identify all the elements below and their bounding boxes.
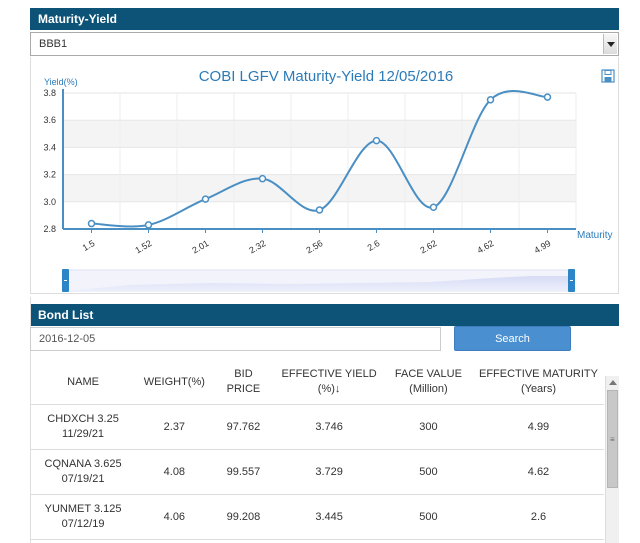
chevron-down-icon[interactable] (603, 34, 617, 54)
x-tick-label: 2.62 (418, 238, 438, 255)
x-tick-label: 2.6 (366, 238, 382, 253)
x-tick-label: 1.5 (81, 238, 97, 253)
x-tick-label: 2.56 (304, 238, 324, 255)
bond-table: NAME WEIGHT(%) BID PRICE EFFECTIVE YIELD… (30, 360, 604, 540)
data-point (372, 136, 381, 145)
chart-container: COBI LGFV Maturity-Yield 12/05/2016 Yiel… (30, 57, 619, 294)
data-point (201, 195, 210, 203)
data-point (543, 93, 552, 101)
y-tick-label: 3.4 (43, 142, 56, 152)
data-point (258, 174, 267, 183)
table-header-row: NAME WEIGHT(%) BID PRICE EFFECTIVE YIELD… (30, 360, 604, 405)
column-header-effective-maturity[interactable]: EFFECTIVE MATURITY (Years) (472, 360, 604, 405)
column-header-bid-price[interactable]: BID PRICE (212, 360, 275, 405)
data-point (315, 206, 324, 214)
grid-band (63, 174, 576, 202)
column-header-weight[interactable]: WEIGHT(%) (136, 360, 213, 405)
column-header-effective-yield[interactable]: EFFECTIVE YIELD (%)↓ (274, 360, 384, 405)
data-point (87, 219, 96, 228)
save-icon[interactable] (601, 69, 615, 83)
x-tick-label: 4.99 (532, 238, 552, 255)
rating-select[interactable]: BBB1 (30, 32, 619, 56)
date-input[interactable]: 2016-12-05 (30, 327, 441, 351)
range-navigator[interactable] (62, 269, 575, 292)
table-row[interactable]: CHDXCH 3.25 11/29/21 2.37 97.762 3.746 30… (30, 404, 604, 450)
bond-list-header: Bond List (30, 304, 619, 326)
column-header-face-value[interactable]: FACE VALUE (Million) (383, 360, 473, 405)
y-tick-label: 3.8 (43, 88, 56, 98)
search-button[interactable]: Search (454, 326, 571, 351)
table-row[interactable]: CQNANA 3.625 07/19/21 4.08 99.557 3.729 5… (30, 449, 604, 495)
x-tick-label: 2.32 (247, 238, 267, 255)
column-header-name[interactable]: NAME (30, 360, 137, 405)
data-point (486, 96, 495, 104)
rating-select-value: BBB1 (39, 38, 68, 50)
x-axis-label: Maturity (577, 230, 613, 241)
bond-list-title: Bond List (38, 308, 94, 322)
chart-title: COBI LGFV Maturity-Yield 12/05/2016 (199, 68, 454, 85)
y-tick-label: 3.2 (43, 170, 56, 180)
table-row[interactable]: YUNMET 3.125 07/12/19 4.06 99.208 3.445 5… (30, 494, 604, 540)
y-axis-label: Yield(%) (44, 77, 78, 87)
y-tick-label: 2.8 (43, 224, 56, 234)
grip-icon: ≡ (610, 435, 615, 444)
table-scrollbar[interactable]: ≡ (605, 376, 619, 543)
x-tick-label: 2.01 (190, 238, 210, 255)
scroll-up-arrow-icon[interactable] (606, 376, 619, 388)
maturity-yield-header: Maturity-Yield (30, 8, 619, 30)
plot-area: 2.8 3.0 3.2 3.4 3.6 3.8 1.5 1.52 2.01 2.32 2.56 2.6… (43, 88, 577, 255)
series-line (91, 90, 548, 228)
x-tick-label: 1.52 (133, 238, 153, 255)
scroll-thumb[interactable]: ≡ (607, 390, 618, 488)
x-tick-label: 4.62 (475, 238, 495, 255)
grid-band (63, 120, 576, 148)
y-tick-label: 3.0 (43, 197, 56, 207)
data-point (144, 221, 153, 229)
date-input-value: 2016-12-05 (39, 333, 96, 345)
maturity-yield-title: Maturity-Yield (38, 12, 117, 26)
data-point (429, 203, 438, 211)
y-tick-label: 3.6 (43, 115, 56, 125)
maturity-yield-chart: COBI LGFV Maturity-Yield 12/05/2016 Yiel… (43, 68, 615, 292)
